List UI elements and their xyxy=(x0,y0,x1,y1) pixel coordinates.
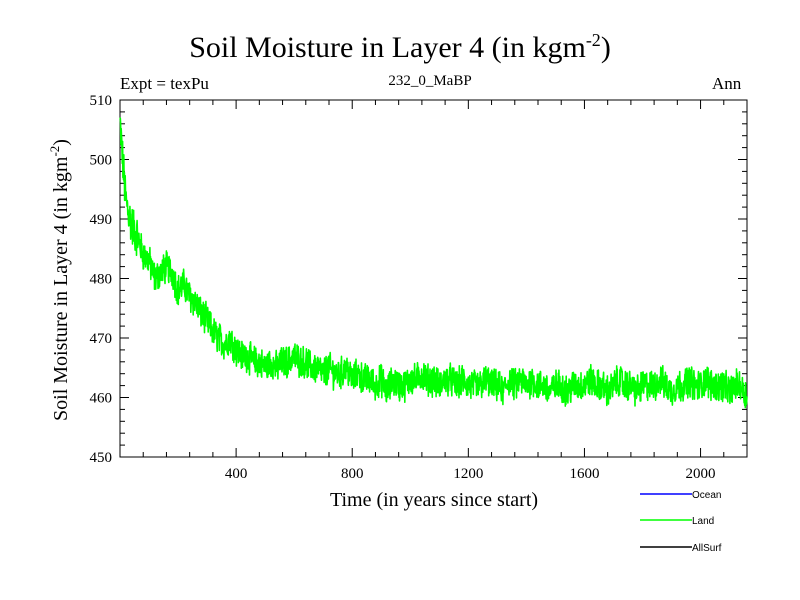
legend-label-land: Land xyxy=(692,516,714,527)
x-tick-label: 400 xyxy=(225,466,248,482)
experiment-label: Expt = texPu xyxy=(120,74,209,93)
y-tick-label: 470 xyxy=(90,331,113,347)
experiment-id-label: 232_0_MaBP xyxy=(388,73,472,89)
chart-title: Soil Moisture in Layer 4 (in kgm-2) xyxy=(0,30,800,65)
y-tick-label: 480 xyxy=(90,272,113,288)
legend-label-allsurf: AllSurf xyxy=(692,543,722,554)
chart-title-superscript: -2 xyxy=(585,30,601,50)
legend: Ocean Land AllSurf xyxy=(640,490,722,554)
y-tick-label: 500 xyxy=(90,153,113,169)
axis-tick-labels: 450 460 470 480 490 500 510 400 800 1200 1600 2000 xyxy=(90,93,716,482)
x-axis-label: Time (in years since start) xyxy=(329,489,539,511)
legend-label-ocean: Ocean xyxy=(692,490,721,501)
chart-title-end: ) xyxy=(600,31,611,64)
series-land-line xyxy=(119,117,748,409)
y-tick-label: 460 xyxy=(90,391,113,407)
axis-ticks xyxy=(120,99,748,458)
x-tick-label: 800 xyxy=(341,466,364,482)
y-tick-label: 450 xyxy=(90,450,113,466)
y-tick-label: 490 xyxy=(90,212,113,228)
plot-frame xyxy=(119,99,748,458)
x-tick-label: 1600 xyxy=(569,466,599,482)
x-tick-label: 1200 xyxy=(453,466,483,482)
chart-title-text: Soil Moisture in Layer 4 (in kgm xyxy=(189,31,586,64)
x-tick-label: 2000 xyxy=(686,466,716,482)
y-tick-label: 510 xyxy=(90,93,113,109)
season-label: Ann xyxy=(712,74,742,93)
